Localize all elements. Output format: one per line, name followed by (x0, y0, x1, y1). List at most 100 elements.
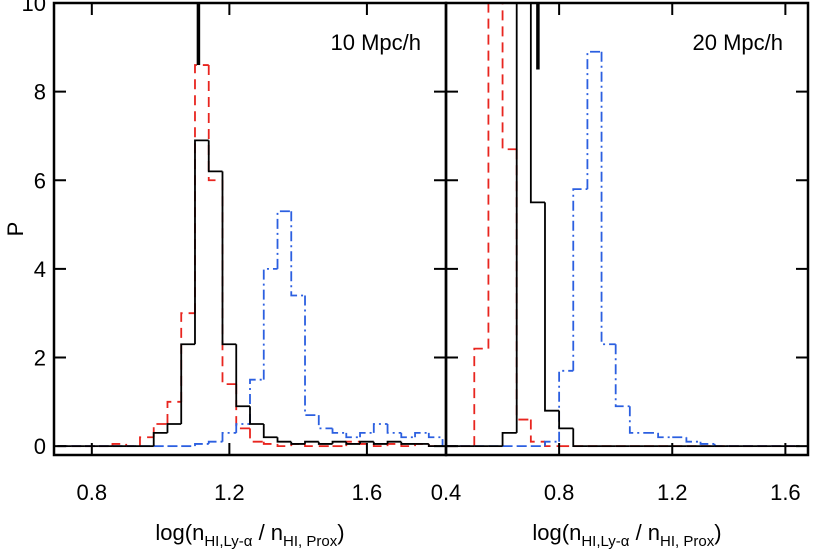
histogram-step (372, 441, 388, 445)
histogram-step (558, 410, 574, 430)
histogram-step (235, 344, 250, 408)
histogram-step (600, 51, 616, 346)
histogram-step (345, 432, 361, 439)
histogram-step (235, 423, 250, 433)
histogram-step (331, 440, 347, 444)
y-tick-label: 8 (34, 80, 46, 105)
y-tick-label: 4 (34, 257, 46, 282)
histogram-step (657, 432, 673, 439)
histogram-step (586, 50, 602, 190)
histogram-step (262, 267, 278, 380)
x-label-sub: HI, Prox (660, 533, 715, 550)
histogram-step (400, 432, 416, 439)
histogram-step (614, 344, 630, 408)
histogram-step (386, 440, 402, 444)
histogram-step (386, 443, 402, 447)
histogram-step (235, 384, 250, 430)
histogram-step (544, 440, 560, 447)
histogram-step (166, 400, 182, 424)
x-tick-label: 1.6 (770, 480, 801, 505)
histogram-step (372, 423, 388, 433)
histogram-step (194, 139, 209, 345)
y-tick-label: 0 (34, 434, 46, 459)
histogram-step (473, 347, 489, 447)
histogram-step (359, 440, 374, 444)
histogram-step (262, 441, 278, 445)
plot-frame (52, 1, 448, 457)
plot-area (57, 3, 444, 448)
histogram-step (331, 428, 347, 434)
plot-frame (444, 1, 810, 457)
histogram-step (529, 419, 545, 443)
histogram-step (487, 3, 490, 349)
histogram-step (572, 188, 588, 371)
histogram-step (221, 171, 237, 346)
histogram-step (207, 440, 223, 444)
histogram-step (276, 437, 292, 443)
x-axis-label: log(nHI,Ly-α / nHI, Prox) (532, 520, 721, 550)
histogram-step (304, 295, 319, 417)
x-tick-label: 1.6 (352, 480, 383, 505)
x-label-part: log(n (155, 520, 204, 545)
x-label-sub: HI, Prox (283, 533, 338, 550)
histogram-step (194, 443, 209, 447)
histogram-step (221, 180, 237, 385)
y-tick-label: 6 (34, 168, 46, 193)
histogram-step (628, 406, 644, 434)
y-tick-label: 10 (22, 0, 46, 16)
x-tick-label: 1.2 (214, 480, 245, 505)
histogram-step (529, 3, 545, 204)
histogram-step (180, 343, 195, 424)
histogram-step (262, 423, 278, 439)
histogram-step (304, 440, 319, 444)
histogram-step (290, 211, 306, 297)
x-label-part: ) (337, 520, 344, 545)
histogram-step (386, 423, 402, 434)
x-label-sub: HI,Ly-α (204, 533, 252, 550)
histogram-step (221, 431, 237, 442)
histogram-step (249, 406, 264, 425)
histogram-step (515, 3, 518, 433)
histogram-step (345, 441, 361, 445)
panel-annotation: 20 Mpc/h (693, 30, 784, 55)
histogram-step (249, 378, 264, 424)
x-axis-label: log(nHI,Ly-α / nHI, Prox) (155, 520, 344, 550)
x-label-part: ) (714, 520, 721, 545)
panel-annotation: 10 Mpc/h (331, 30, 422, 55)
x-label-part: / n (629, 520, 660, 545)
histogram-step (249, 428, 264, 443)
histogram-step (544, 202, 560, 412)
histogram-step (304, 443, 319, 448)
x-label-sub: HI,Ly-α (581, 533, 629, 550)
histogram-step (699, 441, 715, 445)
histogram-step (685, 437, 701, 443)
histogram-step (194, 64, 209, 314)
histogram-step (152, 423, 168, 438)
histogram-step (572, 428, 588, 448)
histogram-step (317, 415, 333, 430)
x-label-part: / n (252, 520, 283, 545)
y-axis-label: P (3, 222, 28, 237)
x-label-part: log(n (532, 520, 581, 545)
histogram-step (139, 436, 154, 447)
histogram-step (317, 441, 333, 445)
y-tick-label: 2 (34, 346, 46, 371)
histogram-step (207, 140, 223, 173)
histogram-step (152, 431, 168, 447)
x-tick-label: 0.8 (544, 480, 575, 505)
x-tick-label: 0.8 (77, 480, 108, 505)
histogram-step (515, 149, 531, 421)
histogram-step (290, 441, 306, 445)
histogram-step (276, 443, 292, 448)
x-tick-label: 0.4 (431, 480, 462, 505)
histogram-step (166, 423, 182, 433)
histogram-step (558, 369, 574, 442)
histogram-step (180, 312, 195, 402)
histogram-step (400, 441, 416, 445)
histogram-step (414, 431, 429, 438)
plot-area (446, 3, 800, 448)
x-tick-label: 1.2 (657, 480, 688, 505)
histogram-step (427, 432, 444, 447)
